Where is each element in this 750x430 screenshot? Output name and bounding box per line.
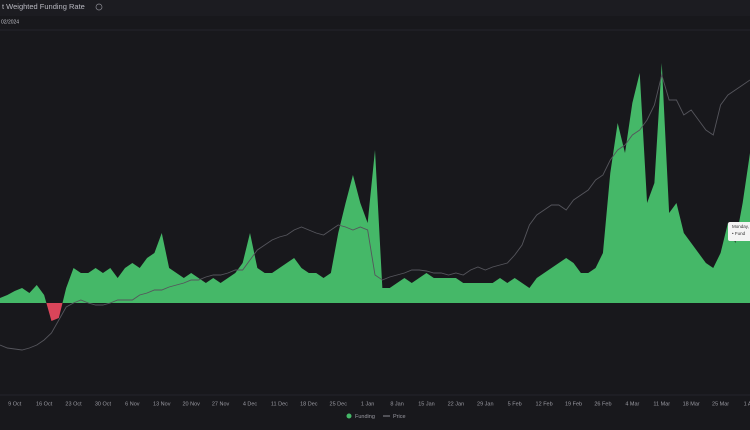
x-tick-label: 30 Oct	[95, 401, 112, 407]
x-tick-label: 1 Jan	[361, 401, 374, 407]
tooltip-line: • Fund	[732, 231, 746, 236]
x-tick-label: 20 Nov	[182, 401, 200, 407]
x-tick-label: 23 Oct	[65, 401, 82, 407]
legend-swatch	[346, 413, 352, 419]
x-tick-label: 1 Apr	[744, 401, 750, 407]
chart-title: t Weighted Funding Rate	[2, 2, 85, 11]
legend-label: Price	[393, 414, 406, 420]
x-tick-label: 25 Dec	[330, 401, 348, 407]
x-tick-label: 16 Oct	[36, 401, 53, 407]
x-tick-label: 15 Jan	[418, 401, 435, 407]
x-tick-label: 9 Oct	[8, 401, 22, 407]
x-tick-label: 8 Jan	[390, 401, 403, 407]
x-tick-label: 22 Jan	[448, 401, 465, 407]
x-tick-label: 26 Feb	[594, 401, 611, 407]
x-tick-label: 4 Mar	[625, 401, 639, 407]
legend-label: Funding	[355, 414, 375, 420]
tooltip	[728, 222, 750, 241]
x-tick-label: 11 Dec	[271, 401, 288, 407]
info-icon[interactable]	[95, 3, 103, 11]
chart-subtitle: 02/2024	[1, 19, 19, 25]
x-tick-label: 29 Jan	[477, 401, 494, 407]
x-tick-label: 19 Feb	[565, 401, 582, 407]
x-tick-label: 5 Feb	[508, 401, 522, 407]
x-tick-label: 6 Nov	[125, 401, 140, 407]
funding-area	[0, 63, 750, 321]
x-tick-label: 18 Mar	[683, 401, 700, 407]
header-bar	[0, 0, 750, 16]
x-tick-label: 18 Dec	[300, 401, 318, 407]
price-line	[0, 73, 750, 351]
x-tick-label: 25 Mar	[712, 401, 729, 407]
x-tick-label: 27 Nov	[212, 401, 230, 407]
x-tick-label: 11 Mar	[653, 401, 670, 407]
tooltip-title: Monday,	[732, 224, 749, 229]
x-tick-label: 13 Nov	[153, 401, 171, 407]
x-tick-label: 12 Feb	[536, 401, 553, 407]
x-tick-label: 4 Dec	[243, 401, 258, 407]
